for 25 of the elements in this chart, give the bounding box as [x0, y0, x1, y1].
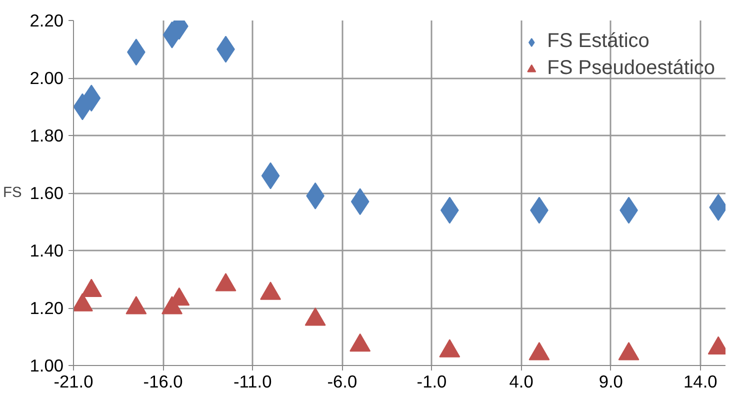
y-tick-label: 1.60: [30, 183, 64, 203]
x-tick-label: 4.0: [509, 372, 534, 392]
y-tick-label: 1.20: [30, 298, 64, 318]
x-tick-label: -1.0: [416, 372, 447, 392]
point: [260, 282, 282, 300]
point: [80, 278, 102, 298]
x-tick-label: -6.0: [327, 372, 358, 392]
legend-label: FS Pseudoestático: [547, 57, 715, 80]
y-tick-label: 1.40: [30, 240, 64, 260]
y-axis-title: FS: [3, 185, 22, 201]
legend-label: FS Estático: [547, 30, 650, 53]
x-tick-label: 9.0: [598, 372, 623, 392]
point: [350, 333, 371, 352]
point: [126, 296, 147, 314]
point: [304, 307, 326, 326]
point: [439, 339, 460, 358]
x-tick-label: 14.0: [684, 372, 718, 392]
point: [618, 342, 640, 360]
x-tick-label: -11.0: [234, 372, 272, 392]
y-tick-label: 1.80: [30, 126, 64, 146]
point: [528, 342, 550, 360]
point: [215, 272, 236, 292]
y-tick-label: 2.00: [30, 68, 64, 88]
y-tick-label: 2.20: [30, 10, 64, 30]
x-tick-label: -16.0: [143, 372, 183, 392]
